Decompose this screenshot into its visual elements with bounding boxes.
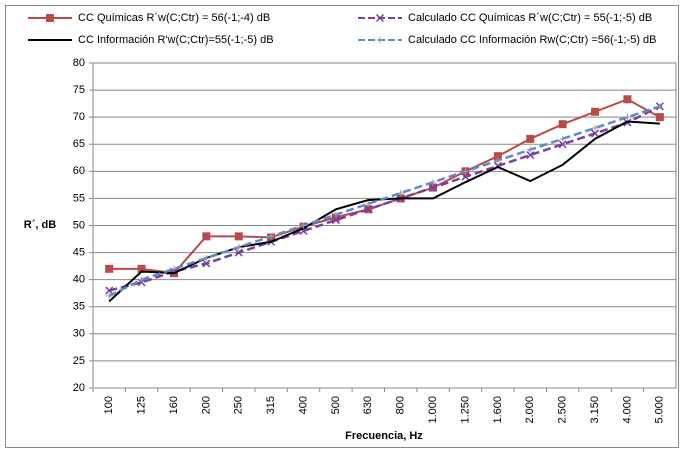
- x-tick-label: 1.600: [492, 396, 504, 424]
- data-point: [202, 232, 210, 240]
- x-axis-label: Frecuencia, Hz: [345, 430, 423, 442]
- data-point: [656, 113, 664, 121]
- data-point: [235, 232, 243, 240]
- y-axis-label: R´, dB: [24, 219, 56, 231]
- y-tick-label: 35: [73, 301, 85, 313]
- x-tick-label: 630: [362, 396, 374, 414]
- y-tick-label: 25: [73, 355, 85, 367]
- x-tick-label: 3.150: [589, 396, 601, 424]
- x-tick-label: 160: [168, 396, 180, 414]
- x-tick-label: 1.000: [427, 396, 439, 424]
- data-point: [559, 120, 567, 128]
- y-tick-label: 55: [73, 192, 85, 204]
- x-tick-label: 1.250: [459, 396, 471, 424]
- y-tick-label: 20: [73, 382, 85, 394]
- data-point: [591, 108, 599, 116]
- x-tick-label: 200: [200, 396, 212, 414]
- x-tick-label: 5.000: [654, 396, 666, 424]
- y-tick-label: 70: [73, 111, 85, 123]
- x-tick-label: 250: [233, 396, 245, 414]
- y-tick-label: 40: [73, 274, 85, 286]
- y-tick-label: 80: [73, 57, 85, 69]
- y-tick-label: 50: [73, 219, 85, 231]
- data-point: [526, 135, 534, 143]
- x-tick-label: 500: [330, 396, 342, 414]
- x-tick-label: 2.000: [524, 396, 536, 424]
- data-point: [623, 95, 631, 103]
- x-tick-label: 125: [135, 396, 147, 414]
- legend-label: CC Información R'w(C;Ctr)=55(-1;-5) dB: [78, 34, 274, 46]
- legend-marker: [46, 14, 54, 22]
- x-tick-label: 400: [297, 396, 309, 414]
- legend-label: Calculado CC Información Rw(C;Ctr) =56(-…: [408, 34, 657, 46]
- y-tick-label: 65: [73, 138, 85, 150]
- x-tick-label: 2.500: [557, 396, 569, 424]
- x-tick-label: 800: [395, 396, 407, 414]
- x-tick-label: 100: [103, 396, 115, 414]
- y-tick-label: 45: [73, 246, 85, 258]
- data-point: [105, 265, 113, 273]
- x-tick-label: 315: [265, 396, 277, 414]
- y-tick-label: 60: [73, 165, 85, 177]
- y-tick-label: 30: [73, 328, 85, 340]
- legend-label: CC Químicas R´w(C;Ctr) = 56(-1;-4) dB: [78, 12, 270, 24]
- legend-label: Calculado CC Químicas R´w(C;Ctr) = 55(-1…: [408, 12, 652, 24]
- x-tick-label: 4.000: [621, 396, 633, 424]
- y-tick-label: 75: [73, 84, 85, 96]
